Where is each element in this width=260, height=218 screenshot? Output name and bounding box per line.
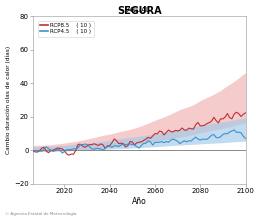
Legend: RCP8.5    ( 10 ), RCP4.5    ( 10 ): RCP8.5 ( 10 ), RCP4.5 ( 10 ) (38, 21, 94, 37)
Text: © Agencia Estatal de Meteorología: © Agencia Estatal de Meteorología (5, 212, 77, 216)
Text: ANUAL: ANUAL (127, 7, 151, 13)
Title: SEGURA: SEGURA (117, 5, 161, 15)
X-axis label: Año: Año (132, 197, 146, 206)
Y-axis label: Cambio duración olas de calor (días): Cambio duración olas de calor (días) (5, 46, 11, 154)
